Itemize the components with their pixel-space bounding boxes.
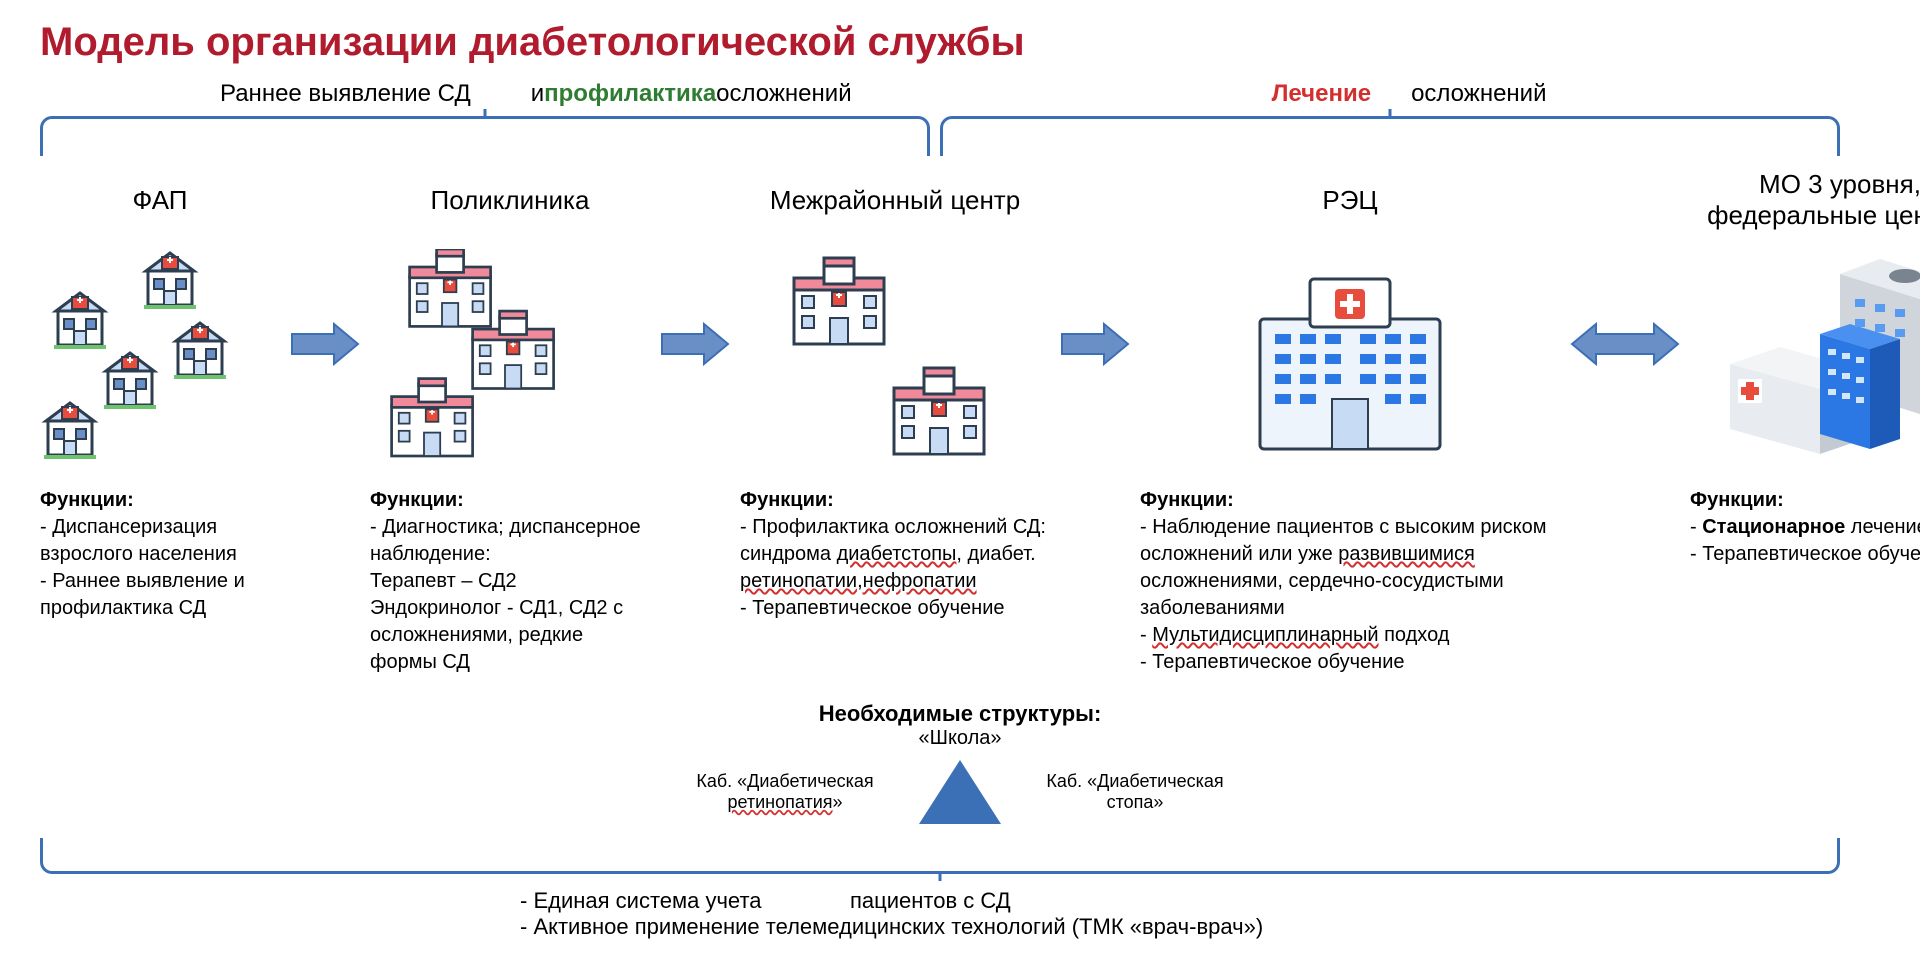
func-fap-2: - Раннее выявление и профилактика СД <box>40 568 280 622</box>
triangle-row: Каб. «Диабетическая ретинопатия» Каб. «Д… <box>40 756 1880 828</box>
arrow-4-double <box>1570 234 1680 454</box>
func-rec-1: - Наблюдение пациентов с высоким риском … <box>1140 514 1560 622</box>
fap-buildings-svg <box>40 249 280 469</box>
func-mo: Функции: - Стационарное лечение - Терапе… <box>1690 487 1920 568</box>
arrow-1 <box>290 234 360 454</box>
col-label-mo: МО 3 уровня, федеральные центры <box>1690 166 1920 234</box>
func-fap: Функции: - Диспансеризация взрослого нас… <box>40 487 280 622</box>
columns-row: ФАП <box>40 166 1880 676</box>
triangle-icon <box>915 756 1005 828</box>
func-mezh: Функции: - Профилактика осложнений СД: с… <box>740 487 1050 622</box>
func-mo-2: - Терапевтическое обучение <box>1690 541 1920 568</box>
tri-label-right: Каб. «Диабетическая стопа» <box>1025 771 1245 813</box>
func-fap-1: - Диспансеризация взрослого населения <box>40 514 280 568</box>
arrow-3 <box>1060 234 1130 454</box>
top-brackets <box>40 116 1880 156</box>
mezh-svg <box>740 249 1050 469</box>
page-title: Модель организации диабетологической слу… <box>40 20 1880 65</box>
func-mezh-2: - Терапевтическое обучение <box>740 595 1050 622</box>
func-poli-3: Эндокринолог - СД1, СД2 с осложнениями, … <box>370 595 650 676</box>
arrow-2 <box>660 234 730 454</box>
bottom-text: - Единая система учетапациентов с СД - А… <box>520 888 1880 940</box>
bracket-left <box>40 116 930 156</box>
func-title: Функции: <box>40 487 280 514</box>
col-label-fap: ФАП <box>133 166 188 234</box>
func-poli-1: - Диагностика; диспансерное наблюдение: <box>370 514 650 568</box>
subtitle-part3-red: Лечение <box>1272 80 1371 108</box>
icons-mo <box>1690 249 1920 469</box>
subtitle-part2-green: профилактика <box>544 80 716 108</box>
col-mezh: Межрайонный центр Функции: - Профилактик… <box>740 166 1050 622</box>
structures-top: «Школа» <box>40 727 1880 750</box>
col-label-poli: Поликлиника <box>431 166 590 234</box>
structures-title: Необходимые структуры: <box>40 701 1880 727</box>
col-rec: РЭЦ Функции: - Наблюдение пациенто <box>1140 166 1560 676</box>
mo-svg <box>1710 254 1920 464</box>
subtitle-part3-post: осложнений <box>1411 80 1546 108</box>
bottom-line1: - Единая система учетапациентов с СД <box>520 888 1880 914</box>
func-mezh-1: - Профилактика осложнений СД: синдрома д… <box>740 514 1050 595</box>
col-label-rec: РЭЦ <box>1322 166 1377 234</box>
func-title: Функции: <box>370 487 650 514</box>
structures-block: Необходимые структуры: «Школа» Каб. «Диа… <box>40 701 1880 828</box>
rec-svg <box>1250 259 1450 459</box>
col-fap: ФАП <box>40 166 280 622</box>
icons-poli <box>370 249 650 469</box>
col-poli: Поликлиника <box>370 166 650 676</box>
func-rec-3: - Терапевтическое обучение <box>1140 649 1560 676</box>
icons-rec <box>1140 249 1560 469</box>
func-rec: Функции: - Наблюдение пациентов с высоки… <box>1140 487 1560 676</box>
subtitle-row: Раннее выявление СД и профилактика ослож… <box>40 80 1880 108</box>
icons-fap <box>40 249 280 469</box>
func-poli: Функции: - Диагностика; диспансерное наб… <box>370 487 650 676</box>
bottom-bracket <box>40 838 1840 874</box>
func-title: Функции: <box>740 487 1050 514</box>
func-title: Функции: <box>1690 487 1920 514</box>
bracket-right <box>940 116 1840 156</box>
subtitle-part2-pre: и <box>531 80 544 108</box>
func-poli-2: Терапевт – СД2 <box>370 568 650 595</box>
poli-svg <box>370 249 650 469</box>
col-mo: МО 3 уровня, федеральные центры <box>1690 166 1920 568</box>
subtitle-part1: Раннее выявление СД <box>220 80 471 108</box>
func-title: Функции: <box>1140 487 1560 514</box>
icons-mezh <box>740 249 1050 469</box>
func-rec-2: - Мультидисциплинарный подход <box>1140 622 1560 649</box>
tri-label-left: Каб. «Диабетическая ретинопатия» <box>675 771 895 813</box>
func-mo-1: - Стационарное лечение <box>1690 514 1920 541</box>
col-label-mezh: Межрайонный центр <box>770 166 1020 234</box>
subtitle-part2-post: осложнений <box>716 80 851 108</box>
bottom-line2: - Активное применение телемедицинских те… <box>520 914 1880 940</box>
